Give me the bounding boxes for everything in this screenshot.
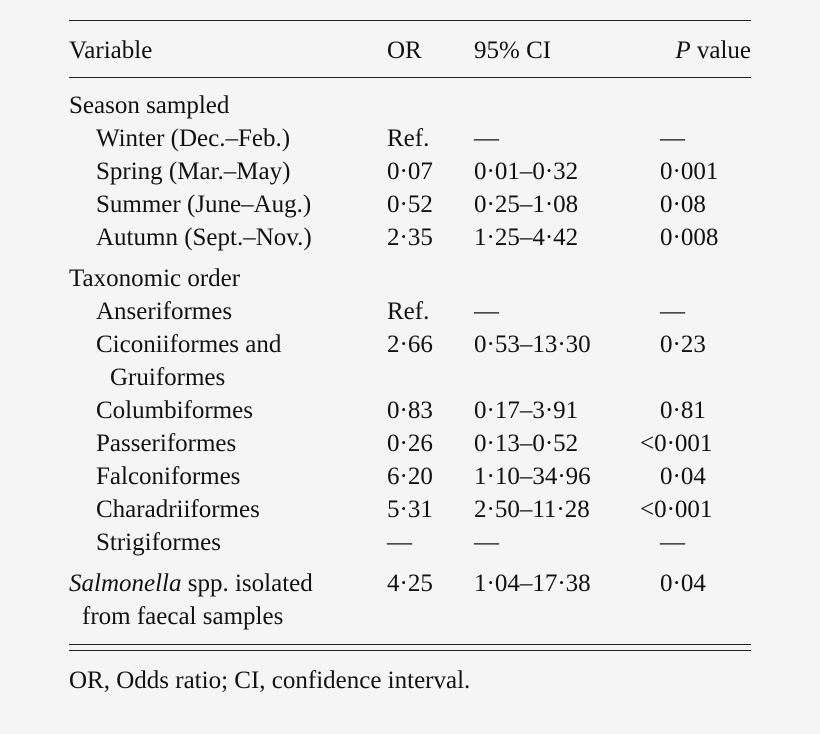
row-ci: 0·13–0·52 bbox=[474, 430, 579, 457]
row-p: <0·001 bbox=[640, 496, 713, 523]
salmonella-label-continued: from faecal samples bbox=[82, 603, 284, 630]
row-ci: — bbox=[474, 125, 499, 152]
section-title-season: Season sampled bbox=[69, 92, 230, 119]
row-or: 0·52 bbox=[387, 191, 433, 218]
header-ci: 95% CI bbox=[474, 37, 552, 64]
row-or: 0·07 bbox=[387, 158, 433, 185]
header-rule bbox=[69, 77, 751, 78]
row-ci: 0·25–1·08 bbox=[474, 191, 579, 218]
row-ci: 2·50–11·28 bbox=[474, 496, 590, 523]
header-p-value: P value bbox=[675, 34, 751, 67]
header-p-italic: P bbox=[675, 37, 691, 64]
row-label: Strigiformes bbox=[96, 529, 221, 556]
row-p: 0·008 bbox=[660, 224, 719, 251]
row-label-continued: Gruiformes bbox=[110, 364, 226, 391]
row-label: Spring (Mar.–May) bbox=[96, 158, 291, 185]
row-label: Autumn (Sept.–Nov.) bbox=[96, 224, 312, 251]
header-variable: Variable bbox=[69, 37, 153, 64]
salmonella-ci: 1·04–17·38 bbox=[474, 570, 591, 597]
header-or: OR bbox=[387, 37, 422, 64]
header-p-rest: value bbox=[690, 37, 751, 64]
row-label: Ciconiiformes and bbox=[96, 331, 282, 358]
row-label: Falconiformes bbox=[96, 463, 241, 490]
row-ci: 1·25–4·42 bbox=[474, 224, 579, 251]
row-or: 0·83 bbox=[387, 397, 433, 424]
row-or: 6·20 bbox=[387, 463, 433, 490]
row-p: 0·08 bbox=[660, 191, 706, 218]
row-ci: 1·10–34·96 bbox=[474, 463, 591, 490]
salmonella-label-rest: spp. isolated bbox=[181, 570, 313, 597]
row-or: 0·26 bbox=[387, 430, 433, 457]
row-label: Columbiformes bbox=[96, 397, 253, 424]
row-ci: 0·17–3·91 bbox=[474, 397, 579, 424]
bottom-rule-1 bbox=[69, 644, 751, 645]
top-rule bbox=[69, 20, 751, 21]
salmonella-or: 4·25 bbox=[387, 570, 433, 597]
section-title-taxonomic: Taxonomic order bbox=[69, 265, 241, 292]
row-ci: 0·53–13·30 bbox=[474, 331, 591, 358]
salmonella-label: Salmonella spp. isolated bbox=[69, 567, 313, 600]
footnote: OR, Odds ratio; CI, confidence interval. bbox=[69, 667, 471, 694]
row-or: — bbox=[387, 529, 412, 556]
row-p: — bbox=[660, 125, 685, 152]
row-or: Ref. bbox=[387, 298, 430, 325]
row-or: Ref. bbox=[387, 125, 430, 152]
row-ci: — bbox=[474, 298, 499, 325]
row-p: — bbox=[660, 298, 685, 325]
row-or: 2·66 bbox=[387, 331, 433, 358]
row-label: Anseriformes bbox=[96, 298, 233, 325]
row-ci: 0·01–0·32 bbox=[474, 158, 579, 185]
row-or: 2·35 bbox=[387, 224, 433, 251]
row-p: 0·04 bbox=[660, 463, 706, 490]
row-p: 0·81 bbox=[660, 397, 706, 424]
row-label: Winter (Dec.–Feb.) bbox=[96, 125, 291, 152]
row-p: — bbox=[660, 529, 685, 556]
row-p: 0·23 bbox=[660, 331, 706, 358]
row-p: <0·001 bbox=[640, 430, 713, 457]
salmonella-p: 0·04 bbox=[660, 570, 706, 597]
salmonella-label-italic: Salmonella bbox=[69, 570, 182, 597]
row-ci: — bbox=[474, 529, 499, 556]
row-label: Charadriiformes bbox=[96, 496, 260, 523]
row-label: Summer (June–Aug.) bbox=[96, 191, 312, 218]
row-or: 5·31 bbox=[387, 496, 433, 523]
row-label: Passeriformes bbox=[96, 430, 237, 457]
bottom-rule-2 bbox=[69, 650, 751, 651]
row-p: 0·001 bbox=[660, 158, 719, 185]
